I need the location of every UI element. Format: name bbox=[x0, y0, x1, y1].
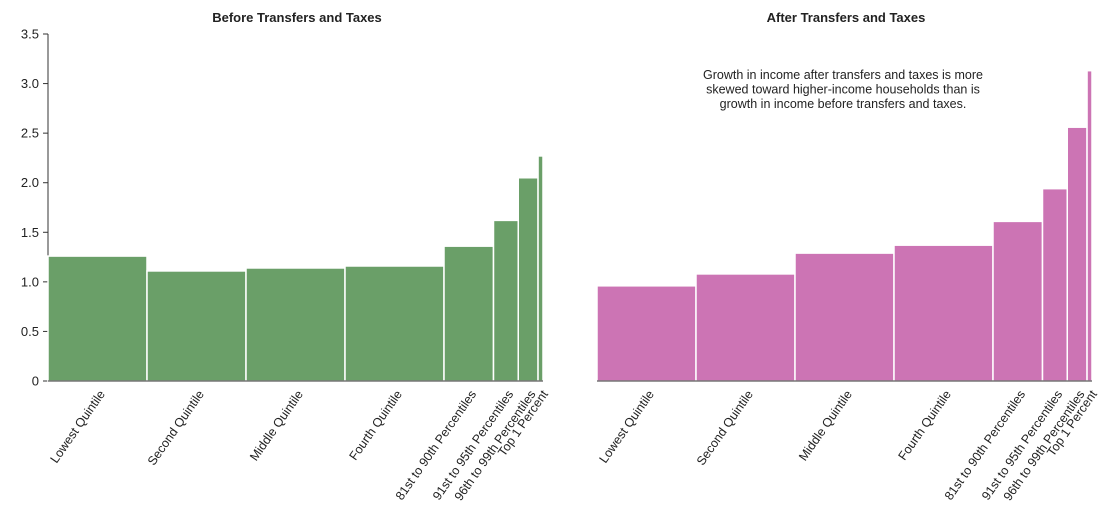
bar-91st-to-95th-percentiles bbox=[492, 219, 519, 382]
bar-91st-to-95th-percentiles bbox=[1041, 187, 1068, 382]
bar-top-1-percent bbox=[1086, 69, 1093, 382]
annotation-text: Growth in income after transfers and tax… bbox=[703, 68, 983, 82]
bar-lowest-quintile bbox=[47, 255, 148, 382]
bar-second-quintile bbox=[146, 270, 247, 382]
category-label: Second Quintile bbox=[694, 388, 756, 468]
bar-96th-to-99th-percentiles bbox=[1066, 126, 1088, 382]
bar-second-quintile bbox=[695, 273, 796, 382]
bar-fourth-quintile bbox=[893, 244, 994, 382]
annotation-text: skewed toward higher-income households t… bbox=[706, 83, 980, 97]
bar-middle-quintile bbox=[794, 252, 895, 382]
bar-middle-quintile bbox=[245, 267, 346, 382]
bar-lowest-quintile bbox=[596, 285, 697, 382]
y-tick-label: 1.0 bbox=[21, 274, 39, 289]
y-tick-label: 0.5 bbox=[21, 324, 39, 339]
bar-96th-to-99th-percentiles bbox=[517, 177, 539, 382]
bar-81st-to-90th-percentiles bbox=[992, 220, 1044, 382]
category-label: Lowest Quintile bbox=[596, 388, 657, 466]
bar-top-1-percent bbox=[537, 155, 544, 382]
y-tick-label: 2.5 bbox=[21, 126, 39, 141]
chart-panel-2: After Transfers and Taxes Lowest Quintile… bbox=[596, 10, 1100, 503]
category-label: Middle Quintile bbox=[247, 388, 306, 464]
y-tick-label: 0 bbox=[32, 374, 39, 389]
chart-title: After Transfers and Taxes bbox=[767, 10, 926, 25]
category-label: Second Quintile bbox=[145, 388, 207, 468]
y-tick-label: 3.0 bbox=[21, 76, 39, 91]
category-label: Middle Quintile bbox=[796, 388, 855, 464]
y-tick-label: 1.5 bbox=[21, 225, 39, 240]
y-tick-label: 2.0 bbox=[21, 175, 39, 190]
chart-title: Before Transfers and Taxes bbox=[212, 10, 382, 25]
chart-panel-1: Before Transfers and Taxes 0 0.5 1.0 1.5 2.0 2… bbox=[21, 10, 551, 503]
category-label: Fourth Quintile bbox=[895, 388, 954, 463]
y-tick-label: 3.5 bbox=[21, 27, 39, 42]
category-label: Fourth Quintile bbox=[346, 388, 405, 463]
bar-81st-to-90th-percentiles bbox=[443, 245, 495, 382]
annotation-text: growth in income before transfers and ta… bbox=[720, 97, 967, 111]
category-label: Lowest Quintile bbox=[47, 388, 108, 466]
bar-fourth-quintile bbox=[344, 265, 445, 382]
